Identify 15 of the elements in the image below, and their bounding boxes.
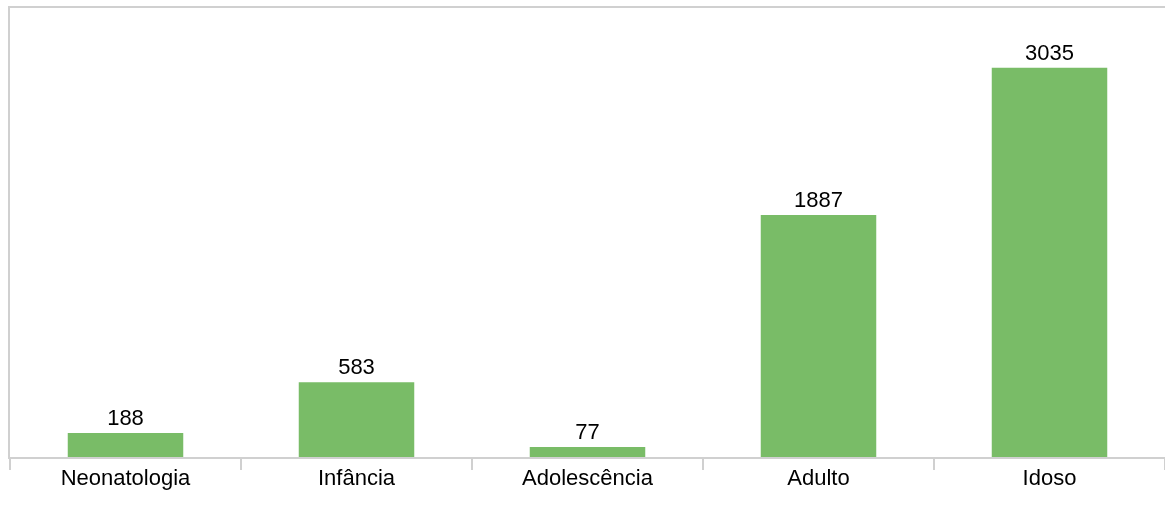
data-label: 1887: [794, 186, 843, 212]
data-label: 3035: [1025, 39, 1074, 65]
x-tick-label: Infância: [317, 465, 396, 491]
data-label: 77: [575, 419, 600, 445]
x-tick-label: Neonatologia: [60, 465, 192, 491]
data-label: 188: [107, 404, 144, 430]
bar: [67, 432, 184, 457]
bar: [760, 214, 877, 457]
data-label: 583: [338, 354, 375, 380]
bar: [991, 67, 1108, 457]
x-tick-label: Idoso: [1022, 465, 1077, 491]
x-tick-label: Adulto: [787, 465, 850, 491]
bar: [529, 447, 646, 457]
bar: [298, 382, 415, 457]
x-tick-label: Adolescência: [522, 465, 654, 491]
